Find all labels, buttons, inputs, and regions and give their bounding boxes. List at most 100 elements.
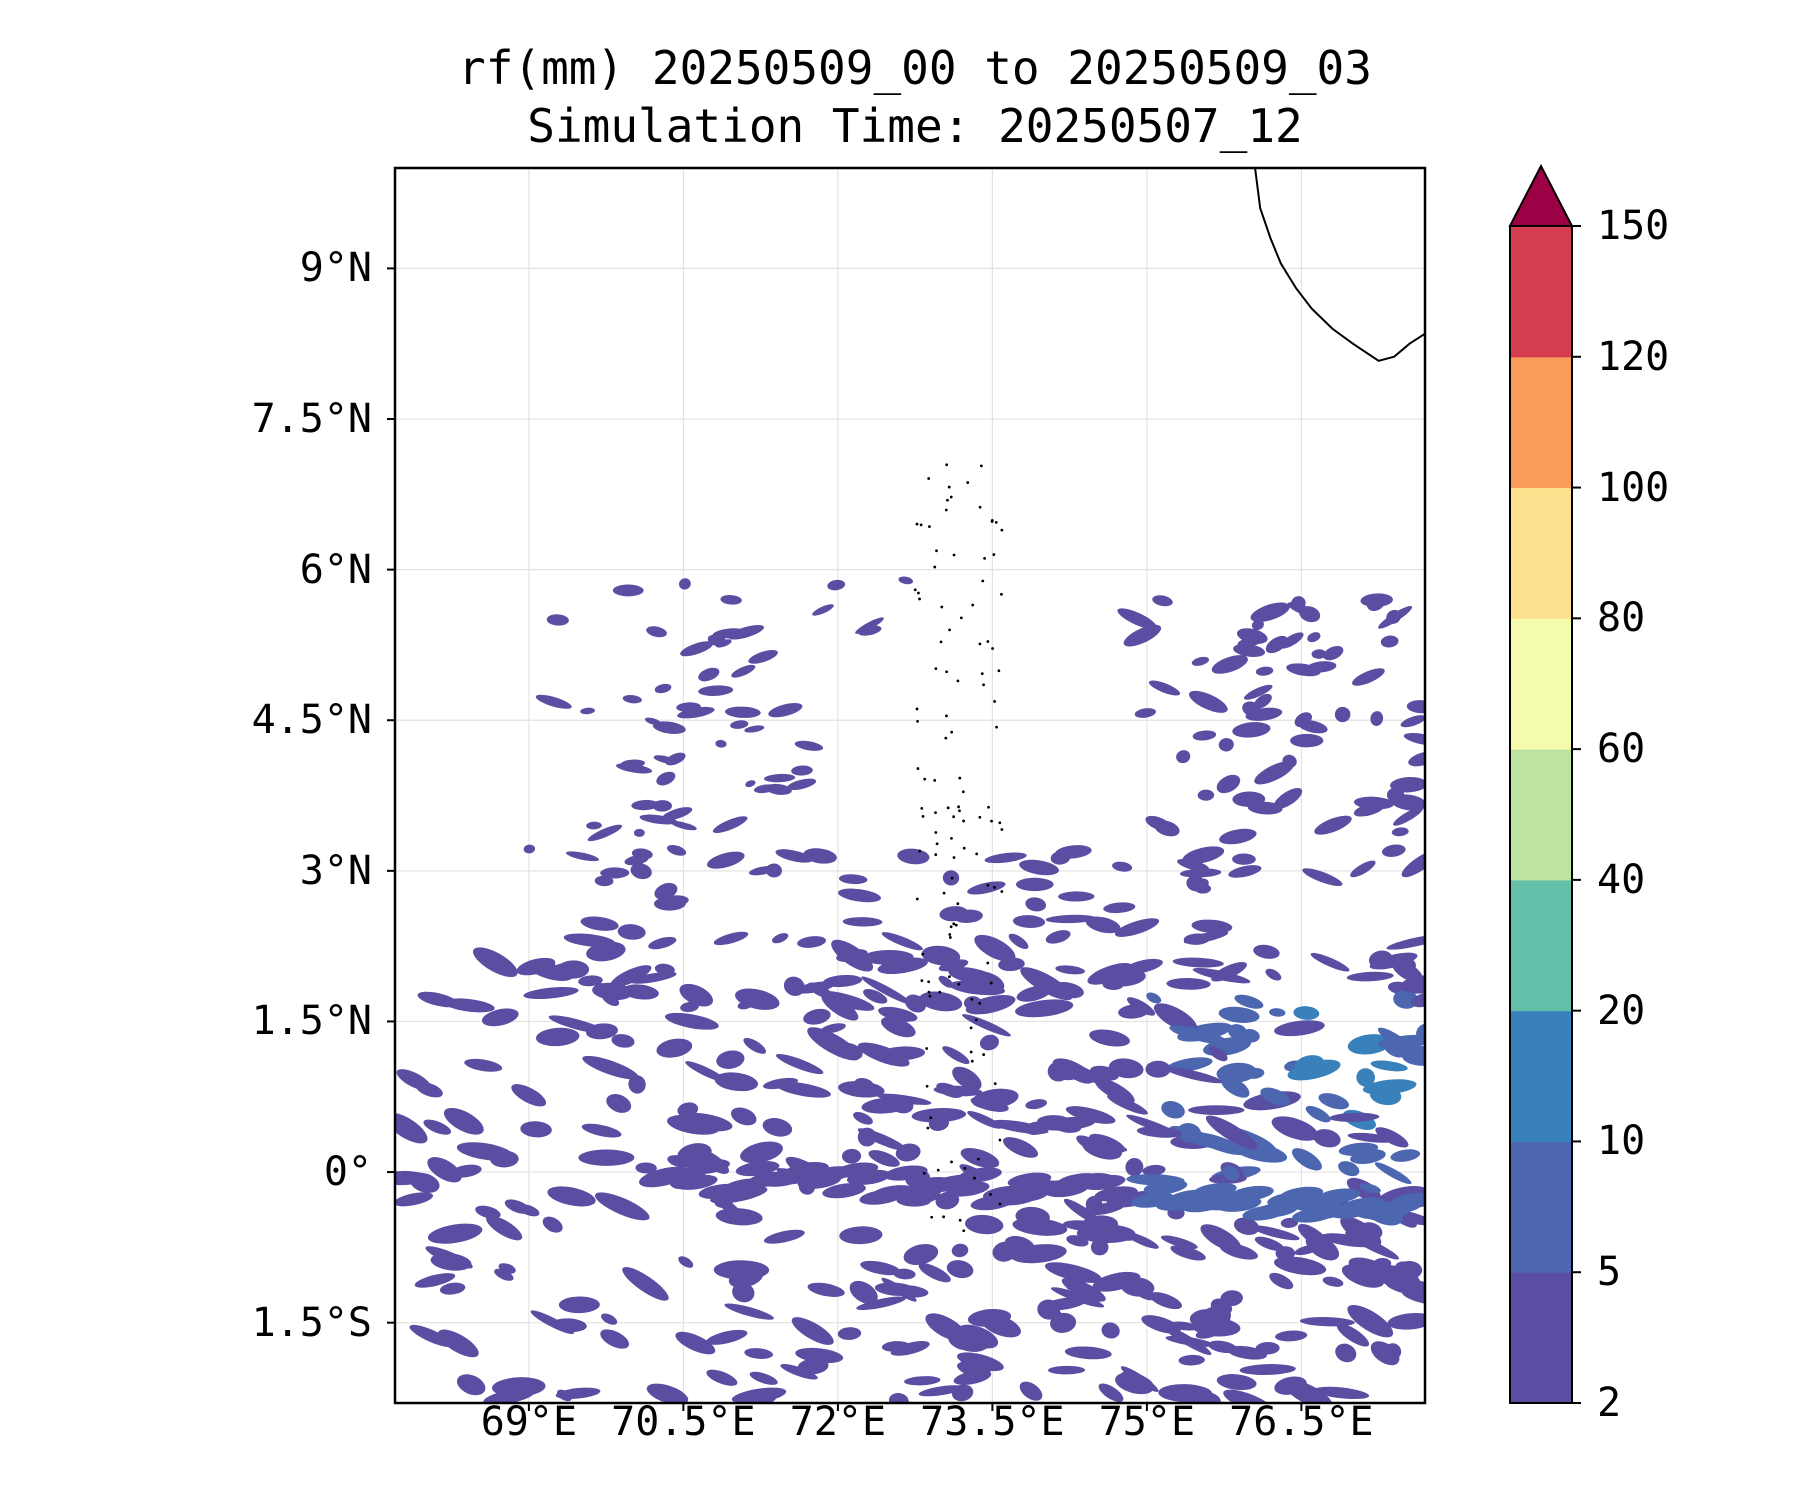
rain-cell bbox=[1377, 1034, 1425, 1049]
rain-cell bbox=[1087, 963, 1133, 985]
rain-cell bbox=[1047, 1061, 1069, 1082]
island-dot bbox=[962, 819, 965, 823]
rain-cell bbox=[1090, 1238, 1109, 1256]
rain-cell bbox=[720, 595, 742, 605]
rain-cell bbox=[1112, 861, 1133, 872]
rain-cell bbox=[586, 821, 602, 830]
rain-cell bbox=[1254, 761, 1295, 785]
island-dot bbox=[915, 522, 919, 526]
rain-cell bbox=[1081, 1174, 1126, 1191]
colorbar-level-label: 150 bbox=[1597, 203, 1670, 249]
island-dot bbox=[921, 952, 925, 956]
rain-cell bbox=[959, 1073, 977, 1084]
island-dot bbox=[950, 876, 954, 880]
rain-cell bbox=[1125, 1158, 1144, 1177]
rain-cell bbox=[652, 721, 686, 734]
rain-cell bbox=[1322, 1276, 1344, 1287]
rain-cell bbox=[1048, 1365, 1086, 1375]
rain-cell bbox=[656, 1038, 693, 1058]
rain-cell bbox=[1115, 1372, 1155, 1395]
rain-cell bbox=[516, 957, 556, 976]
island-dot bbox=[983, 557, 986, 560]
rain-cell bbox=[523, 844, 536, 854]
island-dot bbox=[961, 790, 965, 794]
rain-cell bbox=[737, 1000, 754, 1010]
island-dot bbox=[923, 777, 927, 781]
rain-cell bbox=[775, 849, 813, 863]
rain-cell bbox=[654, 882, 678, 900]
rain-cell bbox=[938, 959, 969, 972]
rain-cell bbox=[884, 1165, 928, 1181]
colorbar-segment bbox=[1510, 618, 1572, 750]
rain-cell bbox=[511, 1084, 547, 1107]
rain-cell bbox=[1314, 815, 1352, 835]
rain-cell bbox=[558, 1296, 600, 1314]
rain-cell bbox=[1039, 1116, 1096, 1131]
rain-cell bbox=[898, 576, 914, 585]
island-dot bbox=[948, 628, 952, 632]
rain-cell bbox=[1123, 624, 1162, 647]
rain-cell bbox=[1273, 788, 1303, 810]
island-dot bbox=[980, 672, 984, 676]
rain-cell bbox=[1037, 1299, 1061, 1320]
island-dot bbox=[989, 981, 993, 985]
island-dot bbox=[958, 809, 961, 813]
lon-tick-label: 76.5°E bbox=[1229, 1399, 1374, 1445]
island-dot bbox=[942, 1215, 945, 1219]
rain-cell bbox=[838, 874, 868, 885]
rain-cell bbox=[748, 649, 778, 664]
rain-cell bbox=[1208, 1340, 1237, 1354]
island-dot bbox=[947, 485, 951, 489]
rain-cell bbox=[1197, 789, 1215, 801]
rain-cell bbox=[1279, 632, 1304, 649]
island-dot bbox=[918, 849, 922, 853]
rain-cell bbox=[475, 1205, 501, 1219]
rain-cell bbox=[765, 783, 792, 795]
rain-cell bbox=[807, 1282, 845, 1297]
colorbar-level-label: 80 bbox=[1597, 595, 1646, 642]
rain-cell bbox=[617, 924, 646, 940]
rain-cell bbox=[1216, 774, 1241, 794]
colorbar-level-label: 100 bbox=[1597, 464, 1670, 511]
island-dot bbox=[998, 1138, 1002, 1142]
rain-cell bbox=[1251, 619, 1264, 631]
rain-cell bbox=[1218, 737, 1234, 752]
rain-cell bbox=[1390, 1192, 1425, 1208]
rain-cell bbox=[1408, 751, 1425, 767]
island-dot bbox=[946, 806, 950, 810]
rain-cell bbox=[979, 1034, 999, 1051]
island-dot bbox=[950, 1160, 953, 1164]
rain-cell bbox=[1045, 914, 1097, 924]
colorbar-level-label: 10 bbox=[1597, 1118, 1646, 1165]
rain-cell bbox=[942, 1046, 970, 1065]
india-coastline bbox=[1254, 168, 1425, 362]
island-dot bbox=[935, 842, 939, 846]
rain-cell bbox=[633, 828, 645, 837]
rain-cell bbox=[552, 963, 574, 975]
rain-cell bbox=[772, 933, 789, 944]
rain-cell bbox=[1370, 711, 1384, 726]
rain-cell bbox=[635, 1162, 657, 1174]
rain-cell bbox=[1366, 594, 1386, 612]
rain-cell bbox=[630, 863, 652, 880]
rain-cell bbox=[731, 664, 756, 678]
rain-cell bbox=[661, 807, 693, 821]
rain-cell bbox=[1122, 958, 1163, 975]
rain-cell bbox=[1232, 853, 1256, 865]
island-dot bbox=[930, 1215, 934, 1219]
rain-cell bbox=[724, 1303, 774, 1320]
island-dot bbox=[952, 553, 956, 557]
rain-cell bbox=[858, 625, 882, 636]
island-dot bbox=[938, 990, 942, 994]
colorbar-segment bbox=[1510, 356, 1572, 489]
rain-cell bbox=[472, 947, 518, 978]
island-dot bbox=[963, 1167, 967, 1170]
rain-cell bbox=[797, 936, 827, 948]
island-dot bbox=[945, 670, 949, 674]
rain-cell bbox=[1275, 1246, 1296, 1261]
rain-cell bbox=[654, 683, 672, 694]
island-dot bbox=[950, 730, 954, 734]
rain-cell bbox=[1291, 1148, 1322, 1171]
rain-cell bbox=[797, 1358, 829, 1375]
